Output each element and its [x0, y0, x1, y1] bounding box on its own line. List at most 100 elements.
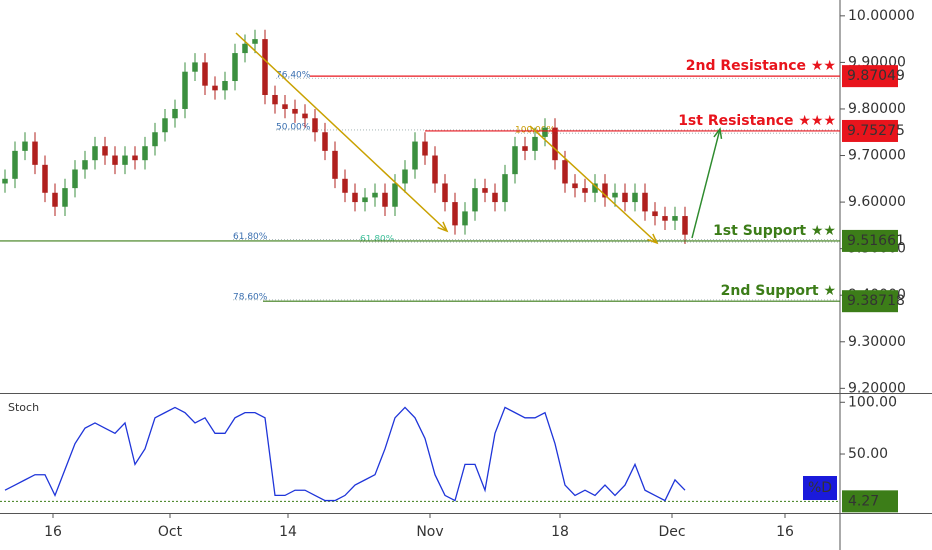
candle-body	[222, 81, 228, 91]
fib-label: 61.80%	[233, 232, 268, 242]
x-tick-label: 16	[776, 524, 794, 540]
candle-body	[82, 160, 88, 170]
candle-body	[522, 146, 528, 151]
candle-body	[162, 118, 168, 133]
candle-body	[292, 108, 298, 114]
candle-body	[282, 104, 288, 109]
candle-body	[512, 146, 518, 175]
arrow-head	[437, 221, 449, 233]
arrow-head	[713, 127, 723, 140]
level-badge	[842, 290, 898, 313]
y-tick-label: 9.20000	[848, 380, 906, 396]
candle-body	[612, 192, 618, 198]
trend-arrow	[691, 128, 721, 239]
candle-body	[492, 192, 498, 203]
candle-body	[362, 197, 368, 203]
candle-body	[22, 141, 28, 151]
candle-body	[662, 216, 668, 221]
y-tick-label: 50.00	[848, 446, 888, 462]
candle-body	[532, 136, 538, 151]
candle-body	[152, 132, 158, 147]
candle-body	[242, 43, 248, 54]
candle-body	[622, 192, 628, 203]
candle-body	[142, 146, 148, 161]
stoch-line	[4, 406, 686, 502]
candle-body	[502, 174, 508, 203]
candle-body	[332, 150, 338, 179]
x-tick-label: 14	[279, 524, 297, 540]
y-tick-label: 100.00	[848, 394, 897, 410]
candle-body	[602, 183, 608, 198]
candle-body	[32, 141, 38, 165]
level-label: 1st Resistance ★★★	[678, 113, 836, 129]
candle-body	[72, 169, 78, 189]
candle-body	[392, 183, 398, 207]
y-tick-label: 9.70000	[848, 148, 906, 164]
x-tick-label: 18	[551, 524, 569, 540]
candle-body	[232, 53, 238, 82]
candle-body	[112, 155, 118, 165]
fib-label: 78.60%	[233, 292, 268, 302]
level-label: 2nd Support ★	[721, 283, 836, 299]
candle-body	[122, 155, 128, 165]
candle-body	[572, 183, 578, 189]
y-tick-label: 9.60000	[848, 194, 906, 210]
arrow-head	[647, 233, 659, 245]
level-value: 9.87049	[847, 68, 905, 84]
candle-body	[302, 113, 308, 119]
candle-body	[472, 188, 478, 212]
candle-body	[542, 127, 548, 137]
candle-body	[172, 108, 178, 119]
level-value: 9.75275	[847, 123, 905, 139]
y-tick-label: 9.30000	[848, 334, 906, 350]
candle-body	[62, 188, 68, 207]
legend-label: %D	[808, 480, 832, 496]
candle-body	[372, 192, 378, 198]
y-tick-label: 9.80000	[848, 101, 906, 117]
indicator-title: Stoch	[8, 401, 39, 414]
candle-body	[252, 39, 258, 44]
legend-box	[803, 476, 837, 500]
trend-arrow	[235, 32, 448, 232]
candle-body	[642, 192, 648, 212]
x-tick-label: Oct	[158, 524, 183, 540]
y-tick-label: 10.00000	[848, 8, 915, 24]
trend-arrow	[529, 125, 658, 244]
candle-body	[402, 169, 408, 184]
level-badge	[842, 65, 898, 88]
candle-body	[92, 146, 98, 161]
candle-body	[672, 216, 678, 221]
candle-body	[452, 202, 458, 226]
current-badge	[842, 490, 898, 513]
candle-body	[422, 141, 428, 156]
candle-body	[202, 62, 208, 86]
candle-body	[482, 188, 488, 193]
x-tick-label: Dec	[658, 524, 685, 540]
candle-body	[632, 192, 638, 203]
candle-body	[2, 178, 8, 184]
candle-body	[382, 192, 388, 207]
candle-body	[462, 211, 468, 226]
candle-body	[52, 192, 58, 207]
fib-label: 76.40%	[276, 71, 311, 81]
candle-body	[312, 118, 318, 133]
candle-body	[322, 132, 328, 151]
level-label: 2nd Resistance ★★	[686, 58, 836, 74]
candle-body	[412, 141, 418, 170]
candle-body	[102, 146, 108, 156]
x-tick-label: 16	[44, 524, 62, 540]
candle-body	[582, 188, 588, 193]
candle-body	[182, 71, 188, 109]
candle-body	[272, 94, 278, 105]
candle-body	[352, 192, 358, 203]
fib-label: 61.80%	[360, 235, 395, 245]
candle-body	[652, 211, 658, 217]
candle-body	[192, 62, 198, 72]
candle-body	[592, 183, 598, 193]
candle-body	[442, 183, 448, 203]
candle-body	[132, 155, 138, 161]
x-tick-label: Nov	[416, 524, 443, 540]
